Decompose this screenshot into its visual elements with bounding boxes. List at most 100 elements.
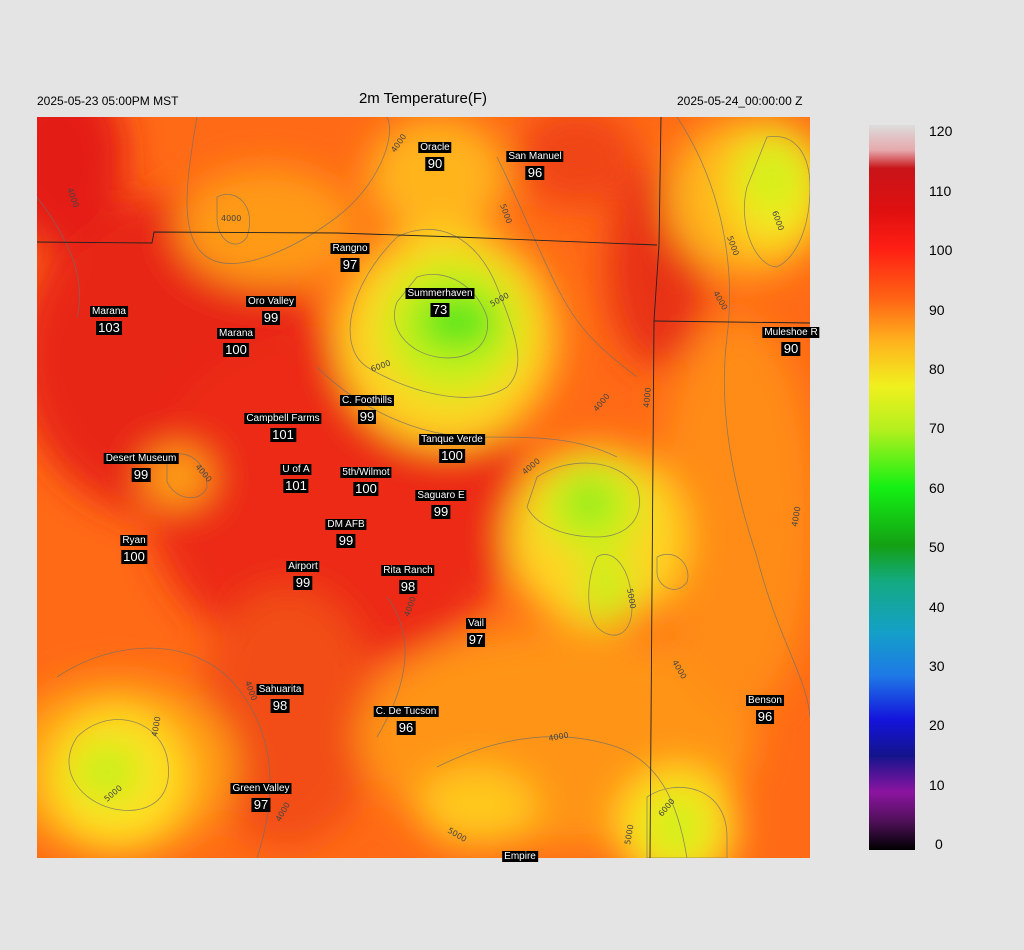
- station-temp: 97: [340, 257, 360, 272]
- station-name: Tanque Verde: [419, 434, 485, 445]
- station-name: Airport: [286, 561, 320, 572]
- station-marker: Rangno 97: [330, 238, 370, 272]
- colorbar-tick: 120: [929, 123, 953, 139]
- colorbar-tick: 30: [929, 658, 945, 674]
- contour-label: 4000: [790, 506, 802, 528]
- station-temp: 97: [251, 797, 271, 812]
- station-name: Campbell Farms: [244, 413, 322, 424]
- station-name: C. De Tucson: [373, 706, 439, 717]
- station-name: Saguaro E: [415, 490, 467, 501]
- station-marker: Desert Museum 99: [103, 448, 179, 482]
- station-name: DM AFB: [325, 519, 367, 530]
- station-marker: Rita Ranch 98: [381, 560, 435, 594]
- station-temp: 101: [270, 427, 296, 442]
- station-marker: 5th/Wilmot 100: [340, 462, 392, 496]
- colorbar: [869, 125, 915, 850]
- station-marker: Empire: [502, 846, 538, 864]
- station-name: U of A: [280, 464, 312, 475]
- station-marker: Saguaro E 99: [415, 485, 467, 519]
- station-temp: 98: [270, 698, 290, 713]
- station-name: Oracle: [418, 142, 452, 153]
- station-marker: Vail 97: [466, 613, 486, 647]
- station-marker: Airport 99: [286, 556, 320, 590]
- station-name: Green Valley: [230, 783, 292, 794]
- station-marker: Oracle 90: [418, 137, 452, 171]
- temperature-field: 4000 4000 5000 5000 6000 4000 4000 5000 …: [37, 117, 810, 858]
- station-name: Empire: [502, 851, 538, 862]
- station-temp: 96: [525, 165, 545, 180]
- contour-label: 4000: [221, 214, 241, 223]
- station-name: Desert Museum: [103, 453, 179, 464]
- station-temp: 100: [439, 448, 465, 463]
- contour-label: 4000: [548, 731, 570, 743]
- station-temp: 99: [293, 575, 313, 590]
- colorbar-tick: 110: [929, 183, 952, 199]
- map-title: 2m Temperature(F): [358, 90, 488, 107]
- station-marker: Oro Valley 99: [246, 291, 296, 325]
- station-marker: Marana 103: [90, 301, 128, 335]
- station-temp: 73: [430, 302, 450, 317]
- station-marker: C. Foothills 99: [339, 390, 395, 424]
- contour-label: 4000: [150, 716, 162, 738]
- contour-label: 5000: [625, 588, 637, 610]
- colorbar-tick: 20: [929, 717, 945, 733]
- colorbar-tick: 60: [929, 480, 945, 496]
- colorbar-tick: 10: [929, 777, 945, 793]
- station-name: Oro Valley: [246, 296, 296, 307]
- station-marker: U of A 101: [280, 459, 312, 493]
- station-marker: Ryan 100: [120, 530, 148, 564]
- station-marker: Benson 96: [746, 690, 784, 724]
- station-temp: 99: [431, 504, 451, 519]
- station-temp: 90: [425, 156, 445, 171]
- station-temp: 96: [396, 720, 416, 735]
- station-marker: Summerhaven 73: [405, 283, 475, 317]
- station-temp: 97: [466, 632, 486, 647]
- init-time: 2025-05-24_00:00:00 Z: [677, 94, 803, 108]
- colorbar-tick: 40: [929, 599, 945, 615]
- station-temp: 99: [131, 467, 151, 482]
- station-temp: 99: [261, 310, 281, 325]
- temperature-map: 4000 4000 5000 5000 6000 4000 4000 5000 …: [37, 117, 810, 858]
- station-temp: 101: [283, 478, 309, 493]
- colorbar-gradient: [869, 125, 915, 850]
- station-name: Benson: [746, 695, 784, 706]
- station-name: Summerhaven: [405, 288, 475, 299]
- station-marker: Green Valley 97: [230, 778, 292, 812]
- station-name: Marana: [217, 328, 255, 339]
- station-temp: 96: [755, 709, 775, 724]
- colorbar-tick: 100: [929, 242, 953, 258]
- colorbar-tick: 50: [929, 539, 945, 555]
- station-temp: 100: [223, 342, 249, 357]
- station-name: Vail: [466, 618, 486, 629]
- contour-label: 5000: [623, 824, 635, 846]
- station-temp: 100: [353, 481, 379, 496]
- station-temp: 90: [781, 341, 801, 356]
- station-name: Marana: [90, 306, 128, 317]
- colorbar-tick: 0: [935, 836, 943, 852]
- station-name: C. Foothills: [339, 395, 395, 406]
- county-borders: [37, 117, 810, 858]
- station-name: Sahuarita: [256, 684, 304, 695]
- contour-label: 4000: [642, 387, 653, 408]
- station-name: Rita Ranch: [381, 565, 435, 576]
- colorbar-tick: 80: [929, 361, 945, 377]
- colorbar-tick: 70: [929, 420, 945, 436]
- station-temp: 98: [398, 579, 418, 594]
- station-marker: DM AFB 99: [325, 514, 367, 548]
- station-name: Muleshoe R: [762, 327, 820, 338]
- station-temp: 103: [96, 320, 122, 335]
- station-marker: Marana 100: [217, 323, 255, 357]
- valid-time: 2025-05-23 05:00PM MST: [37, 94, 179, 108]
- station-marker: Muleshoe R 90: [762, 322, 820, 356]
- station-temp: 100: [121, 549, 147, 564]
- station-marker: Tanque Verde 100: [419, 429, 485, 463]
- station-name: Ryan: [120, 535, 148, 546]
- station-marker: San Manuel 96: [506, 146, 564, 180]
- station-name: Rangno: [330, 243, 370, 254]
- station-marker: Sahuarita 98: [256, 679, 304, 713]
- station-temp: 99: [357, 409, 377, 424]
- station-temp: 99: [336, 533, 356, 548]
- station-name: 5th/Wilmot: [340, 467, 392, 478]
- station-marker: C. De Tucson 96: [373, 701, 439, 735]
- station-marker: Campbell Farms 101: [244, 408, 322, 442]
